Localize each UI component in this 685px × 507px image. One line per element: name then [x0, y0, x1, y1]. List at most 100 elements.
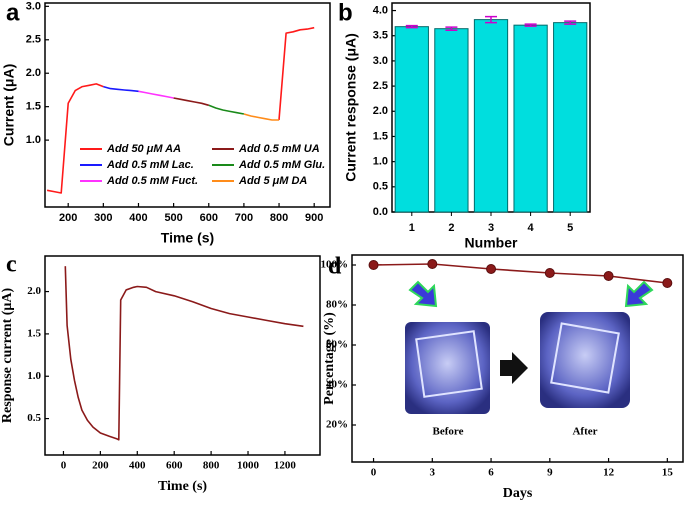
y-tick-label: 60%	[326, 339, 348, 351]
arrow	[500, 352, 528, 384]
x-tick-label: 800	[203, 460, 220, 472]
panel: b Number Current response (μA) 0.0 0.5 1.0 1.5…	[338, 0, 591, 251]
legend-label: Add 0.5 mM Glu.	[238, 159, 325, 171]
bar	[434, 28, 469, 213]
y-tick-label: 20%	[326, 419, 348, 431]
error-bar	[485, 15, 497, 24]
legend-label: Add 50 μM AA	[106, 143, 181, 155]
x-tick-label: 1000	[237, 460, 260, 472]
y-tick-label: 3.0	[26, 0, 41, 12]
x-tick-label: 4	[528, 222, 535, 234]
bar	[553, 22, 588, 213]
x-tick-label: 600	[166, 460, 183, 472]
bar	[473, 19, 509, 213]
data-line	[46, 26, 315, 194]
y-tick-label: 0.5	[27, 412, 41, 424]
y-tick-label: 0.0	[373, 206, 388, 218]
y-tick-label: 2.5	[26, 34, 41, 46]
data-line	[373, 263, 668, 284]
y-tick-label: 1.5	[373, 130, 388, 142]
bar	[513, 24, 548, 213]
x-tick-label: 9	[547, 467, 553, 479]
y-tick-label: 2.5	[373, 80, 388, 92]
y-tick-label: 3.0	[373, 55, 388, 67]
y-tick-label: 1.5	[26, 101, 41, 113]
y-tick-label: 100%	[321, 259, 349, 271]
x-tick-label: 800	[270, 212, 288, 224]
x-tick-label: 5	[567, 222, 573, 234]
error-bar	[524, 23, 537, 27]
data-point	[486, 264, 497, 274]
plot-frame	[44, 2, 331, 208]
x-tick-label: 15	[662, 467, 674, 479]
legend-label: Add 0.5 mM UA	[238, 143, 320, 155]
x-axis-title: Time (s)	[161, 230, 214, 246]
error-bar	[445, 26, 458, 31]
arrow	[624, 280, 654, 308]
x-tick-label: 600	[200, 212, 218, 224]
y-tick-label: 0.5	[373, 181, 388, 193]
x-tick-label: 400	[129, 460, 146, 472]
crystal	[550, 322, 620, 394]
x-tick-label: 200	[92, 460, 109, 472]
x-tick-label: 3	[488, 222, 494, 234]
x-axis-title: Number	[465, 235, 518, 251]
x-tick-label: 500	[164, 212, 182, 224]
x-tick-label: 12	[603, 467, 615, 479]
annotation: Before	[433, 426, 464, 438]
y-axis-title: Response current (μA)	[0, 288, 15, 424]
x-tick-label: 900	[305, 212, 323, 224]
x-axis-title: Days	[503, 486, 533, 501]
data-point	[544, 268, 555, 278]
x-tick-label: 300	[94, 212, 112, 224]
y-tick-label: 2.0	[26, 67, 41, 79]
x-tick-label: 1	[409, 222, 415, 234]
legend-label: Add 0.5 mM Lac.	[106, 159, 194, 171]
x-tick-label: 3	[430, 467, 436, 479]
x-tick-label: 2	[448, 222, 454, 234]
y-tick-label: 1.0	[27, 370, 41, 382]
error-bar	[405, 24, 418, 29]
panel-letter: b	[338, 0, 353, 26]
y-tick-label: 2.0	[373, 105, 388, 117]
plot-frame	[44, 255, 321, 456]
data-line	[208, 104, 245, 115]
sem-images	[405, 280, 654, 414]
y-axis-title: Current (μA)	[1, 64, 17, 146]
sem-after	[540, 312, 630, 408]
x-tick-label: 700	[235, 212, 253, 224]
legend-label: Add 0.5 mM Fuct.	[106, 175, 198, 187]
data-line	[173, 97, 210, 107]
y-tick-label: 3.5	[373, 30, 388, 42]
data-point	[368, 260, 379, 270]
crystal	[415, 330, 483, 398]
x-tick-label: 1200	[274, 460, 297, 472]
x-tick-label: 6	[488, 467, 494, 479]
data-point	[603, 271, 614, 281]
data-line	[64, 266, 304, 441]
y-axis-title: Percentage (%)	[322, 312, 337, 405]
y-tick-label: 80%	[326, 299, 348, 311]
panel: a Time (s) Current (μA) 1.0 1.5 2.0 2.5 3.0 200 3…	[1, 0, 331, 246]
panel-letter: a	[6, 0, 20, 26]
data-line	[243, 113, 279, 121]
x-tick-label: 400	[129, 212, 147, 224]
data-point	[662, 278, 673, 288]
legend-label: Add 5 μM DA	[238, 175, 307, 187]
x-tick-label: 200	[59, 212, 77, 224]
panel: d Days Percentage (%) 20% 40% 60% 80% 100% 0 3 6 9 1…	[321, 254, 684, 501]
bar	[394, 26, 429, 213]
annotation: After	[572, 426, 597, 438]
error-bar	[564, 20, 577, 25]
y-tick-label: 1.0	[373, 156, 388, 168]
y-tick-label: 2.0	[27, 285, 41, 297]
x-tick-label: 0	[371, 467, 377, 479]
x-axis-title: Time (s)	[158, 479, 207, 494]
y-tick-label: 1.5	[27, 327, 41, 339]
y-tick-label: 4.0	[373, 4, 388, 16]
y-tick-label: 1.0	[26, 134, 41, 146]
y-axis-title: Current response (μA)	[343, 33, 359, 182]
data-point	[427, 259, 438, 269]
plot-frame	[351, 254, 684, 463]
